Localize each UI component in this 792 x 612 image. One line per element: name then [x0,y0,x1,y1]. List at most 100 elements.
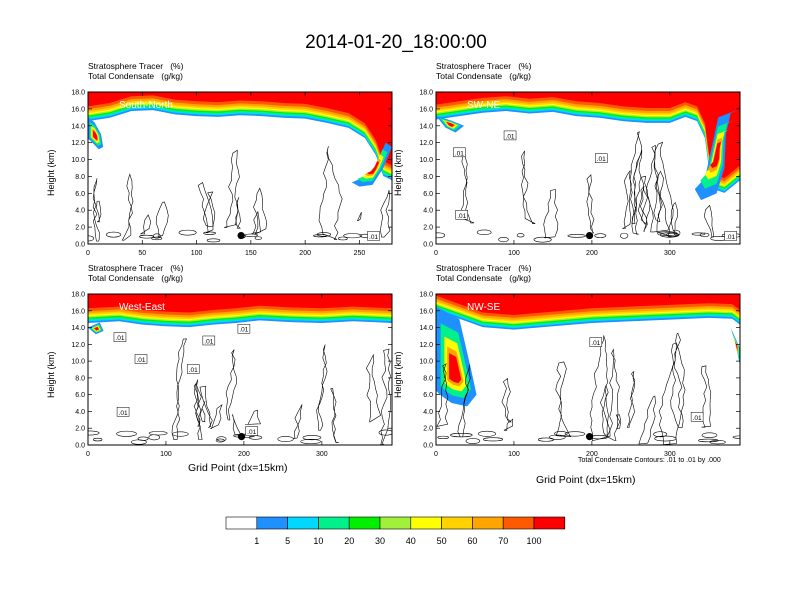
contour-label-box [453,147,466,158]
condensate-contour [629,131,642,235]
panel-frame [435,91,741,245]
contour-label: .01 [597,156,606,163]
contour-note: Total Condensate Contours: .01 to .01 by… [578,457,721,464]
condensate-contour [670,332,684,428]
condensate-contour [232,413,243,436]
contour-label-box [245,426,258,436]
tracer-intrusion-1-5 [92,130,98,140]
panel-plot-area: .01 .01 .01 .01 .01 .01 .01 [88,294,392,445]
y-tick-label: 6.0 [423,191,433,198]
contour-label: .01 [457,213,466,220]
y-tick-label: 4.0 [75,409,85,416]
y-tick-label: 12.0 [419,342,433,349]
condensate-contour [253,187,268,235]
condensate-contour [357,211,362,222]
panel-header-4-line2: Total Condensate (g/kg) [436,273,531,283]
colorbar-label: 100 [526,536,541,546]
tracer-intrusion-2-5 [366,161,379,175]
colorbar-label: 5 [285,536,290,546]
condensate-contour-low [691,232,706,236]
condensate-contour [139,214,152,235]
condensate-contour [380,348,391,445]
panel-plot-area: .01 [88,92,392,244]
condensate-contour-low [666,232,679,237]
condensate-contour [96,200,102,223]
location-marker [585,231,594,240]
panel-header-1-line1: Stratosphere Tracer (%) [88,61,184,71]
contour-label: .01 [204,338,213,345]
condensate-contour [701,365,712,428]
condensate-contour-low [277,436,294,442]
y-tick-label: 10.0 [71,157,85,164]
panel-frame [87,293,393,446]
condensate-contour [193,382,202,427]
condensate-contour-low [699,232,710,238]
contour-label-box [724,231,737,241]
condensate-contour-low [337,236,348,241]
condensate-contour [501,377,512,423]
tracer-band-10 [88,294,392,313]
y-tick-label: 4.0 [423,409,433,416]
condensate-contour-low [620,232,629,239]
condensate-contour [171,338,187,441]
contour-label-box [503,130,517,141]
colorbar-swatch [379,516,412,530]
y-tick-label: 8.0 [75,174,85,181]
condensate-contour-low [476,229,492,235]
y-tick-label: 0.0 [423,242,433,249]
x-tick-label: 250 [354,250,366,257]
condensate-contour [244,410,261,425]
y-tick-label: 16.0 [419,106,433,113]
y-tick-label: 12.0 [71,342,85,349]
x-tick-label: 100 [160,451,172,458]
colorbar-swatch [318,516,350,530]
y-tick-label: 8.0 [423,174,433,181]
x-axis-label-3: Grid Point (dx=15km) [188,462,288,474]
panel-label: South-North [119,100,173,111]
condensate-contour [235,197,241,229]
condensate-contour [555,361,572,438]
condensate-contour-low [343,233,362,239]
colorbar-label: 40 [406,536,416,546]
panel-frame [435,293,741,446]
condensate-contour-low [215,438,225,443]
x-tick-label: 100 [508,451,520,458]
condensate-contour [645,141,674,233]
condensate-contour-low [654,435,677,442]
contour-label: .01 [506,133,515,140]
y-tick-label: 12.0 [419,140,433,147]
x-axis-label-4: Grid Point (dx=15km) [536,474,636,486]
condensate-contour-low [178,229,197,236]
condensate-contour-low [548,434,566,440]
condensate-contour-low [465,438,481,444]
contour-label-box [595,153,608,163]
condensate-contour-low [300,439,321,445]
contour-label: .01 [115,335,124,342]
x-tick-label: 200 [238,451,250,458]
condensate-contour [638,395,656,445]
location-marker [237,433,246,441]
contour-label: .01 [136,357,145,364]
y-tick-label: 10.0 [419,157,433,164]
y-tick-label: 14.0 [419,325,433,332]
condensate-contour [193,379,203,440]
condensate-contour-low [498,237,509,243]
condensate-contour [586,174,595,234]
contour-label-box [455,210,468,220]
contour-label-box [237,323,251,334]
y-tick-label: 18.0 [71,90,85,97]
panel-header-2-line1: Stratosphere Tracer (%) [436,61,532,71]
condensate-contour-low [554,431,568,437]
contour-label-box [113,332,127,342]
condensate-contour-low [203,231,217,235]
panel-3: .01 .01 .01 .01 .01 .01 .01 West-East 0.0 2.0 4.0 6… [71,292,393,458]
condensate-contour-low [105,231,122,238]
colorbar-label: 20 [344,536,354,546]
condensate-contour [651,144,662,223]
y-tick-label: 16.0 [71,106,85,113]
y-tick-label: 2.0 [423,225,433,232]
condensate-contour-low [698,438,719,443]
y-tick-label: 4.0 [75,208,85,215]
x-tick-label: 150 [245,250,257,257]
condensate-contour [197,182,214,234]
